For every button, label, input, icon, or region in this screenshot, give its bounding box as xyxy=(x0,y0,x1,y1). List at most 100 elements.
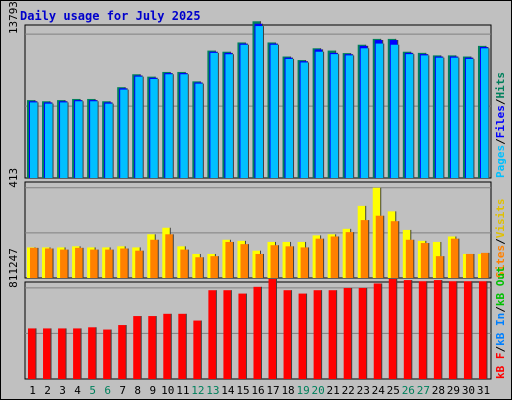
x-tick-label: 10 xyxy=(161,384,174,397)
x-tick-label: 28 xyxy=(432,384,445,397)
bar-pages xyxy=(405,54,414,178)
bar-kbf xyxy=(283,290,292,379)
x-tick-label: 13 xyxy=(206,384,219,397)
bar-sites xyxy=(285,246,294,278)
x-tick-label: 18 xyxy=(281,384,294,397)
x-tick-label: 24 xyxy=(372,384,386,397)
bar-kbf xyxy=(328,290,337,379)
x-tick-label: 23 xyxy=(357,384,370,397)
x-tick-label: 14 xyxy=(221,384,235,397)
legend-kb: kB F/kB In/kB Out xyxy=(494,266,507,379)
legend-kb-part: / xyxy=(494,306,507,313)
bar-sites xyxy=(225,241,234,278)
legend-kb-part: kB In xyxy=(494,313,507,346)
bar-pages xyxy=(465,58,474,178)
legend-usage-part: Hits xyxy=(494,72,507,99)
y-max-label-usage: 13793 xyxy=(7,1,20,34)
bar-kbf xyxy=(403,280,412,379)
x-tick-label: 15 xyxy=(236,384,249,397)
bar-kbf xyxy=(238,293,247,379)
bar-sites xyxy=(390,221,399,278)
x-tick-label: 27 xyxy=(417,384,430,397)
bar-pages xyxy=(450,57,459,178)
bar-sites xyxy=(150,239,159,278)
bar-pages xyxy=(210,52,219,179)
bar-pages xyxy=(330,54,339,178)
x-tick-label: 1 xyxy=(29,384,36,397)
bar-sites xyxy=(255,253,264,278)
bar-pages xyxy=(150,78,159,178)
bar-sites xyxy=(105,249,114,278)
bar-pages xyxy=(180,74,189,178)
bar-pages xyxy=(360,48,369,179)
bar-pages xyxy=(300,62,309,178)
legend-usage: Pages/Files/Hits xyxy=(494,72,507,178)
bar-sites xyxy=(165,234,174,278)
bar-kbf xyxy=(58,328,67,379)
x-tick-label: 2 xyxy=(44,384,51,397)
legend-visits-part: Sites xyxy=(494,245,507,278)
bar-sites xyxy=(135,250,144,278)
bar-kbf xyxy=(43,328,52,379)
x-tick-label: 16 xyxy=(251,384,264,397)
bar-pages xyxy=(60,102,69,178)
legend-kb-part: kB F xyxy=(494,353,507,380)
bar-sites xyxy=(360,220,369,278)
x-tick-label: 6 xyxy=(104,384,111,397)
bar-pages xyxy=(165,74,174,178)
bar-sites xyxy=(75,247,84,278)
bar-kbf xyxy=(208,290,217,379)
bar-pages xyxy=(255,26,264,178)
x-tick-label: 20 xyxy=(312,384,325,397)
bar-kbf xyxy=(163,313,172,379)
bar-kbf xyxy=(118,325,127,379)
bar-kbf xyxy=(478,281,487,379)
legend-usage-part: / xyxy=(494,98,507,105)
legend-usage-part: Files xyxy=(494,105,507,138)
y-max-label-kb: 811247 xyxy=(7,248,20,288)
bar-pages xyxy=(420,55,429,179)
bar-kbf xyxy=(178,313,187,379)
bar-kbf xyxy=(73,328,82,379)
bar-kbf xyxy=(223,290,232,379)
x-tick-label: 30 xyxy=(462,384,475,397)
bar-kbf xyxy=(313,290,322,379)
bar-kbf xyxy=(103,329,112,379)
y-max-label-visits: 413 xyxy=(7,168,20,188)
bar-pages xyxy=(435,57,444,178)
bar-pages xyxy=(240,44,249,178)
x-tick-label: 8 xyxy=(134,384,141,397)
bar-sites xyxy=(420,243,429,278)
bar-sites xyxy=(45,248,54,278)
bar-sites xyxy=(345,232,354,278)
x-tick-label: 5 xyxy=(89,384,96,397)
bar-sites xyxy=(195,257,204,278)
bar-sites xyxy=(330,236,339,278)
bar-pages xyxy=(345,55,354,179)
bar-sites xyxy=(450,238,459,278)
bar-sites xyxy=(480,252,489,278)
x-tick-label: 21 xyxy=(327,384,340,397)
bar-pages xyxy=(30,102,38,178)
bar-pages xyxy=(135,76,144,178)
bar-sites xyxy=(405,239,414,278)
bar-kbf xyxy=(268,278,277,379)
bar-pages xyxy=(45,103,54,178)
x-tick-label: 4 xyxy=(74,384,81,397)
bar-pages xyxy=(225,54,234,179)
x-tick-label: 26 xyxy=(402,384,415,397)
bar-sites xyxy=(60,249,69,278)
x-tick-label: 3 xyxy=(59,384,66,397)
bar-pages xyxy=(90,101,99,178)
x-tick-label: 11 xyxy=(176,384,189,397)
bar-kbf xyxy=(343,287,352,379)
bar-sites xyxy=(210,256,219,278)
x-tick-label: 19 xyxy=(296,384,309,397)
chart-title: Daily usage for July 2025 xyxy=(20,9,201,23)
x-tick-label: 29 xyxy=(447,384,460,397)
bar-pages xyxy=(375,43,384,178)
bar-kbf xyxy=(433,280,442,379)
bar-kbf xyxy=(253,286,262,379)
